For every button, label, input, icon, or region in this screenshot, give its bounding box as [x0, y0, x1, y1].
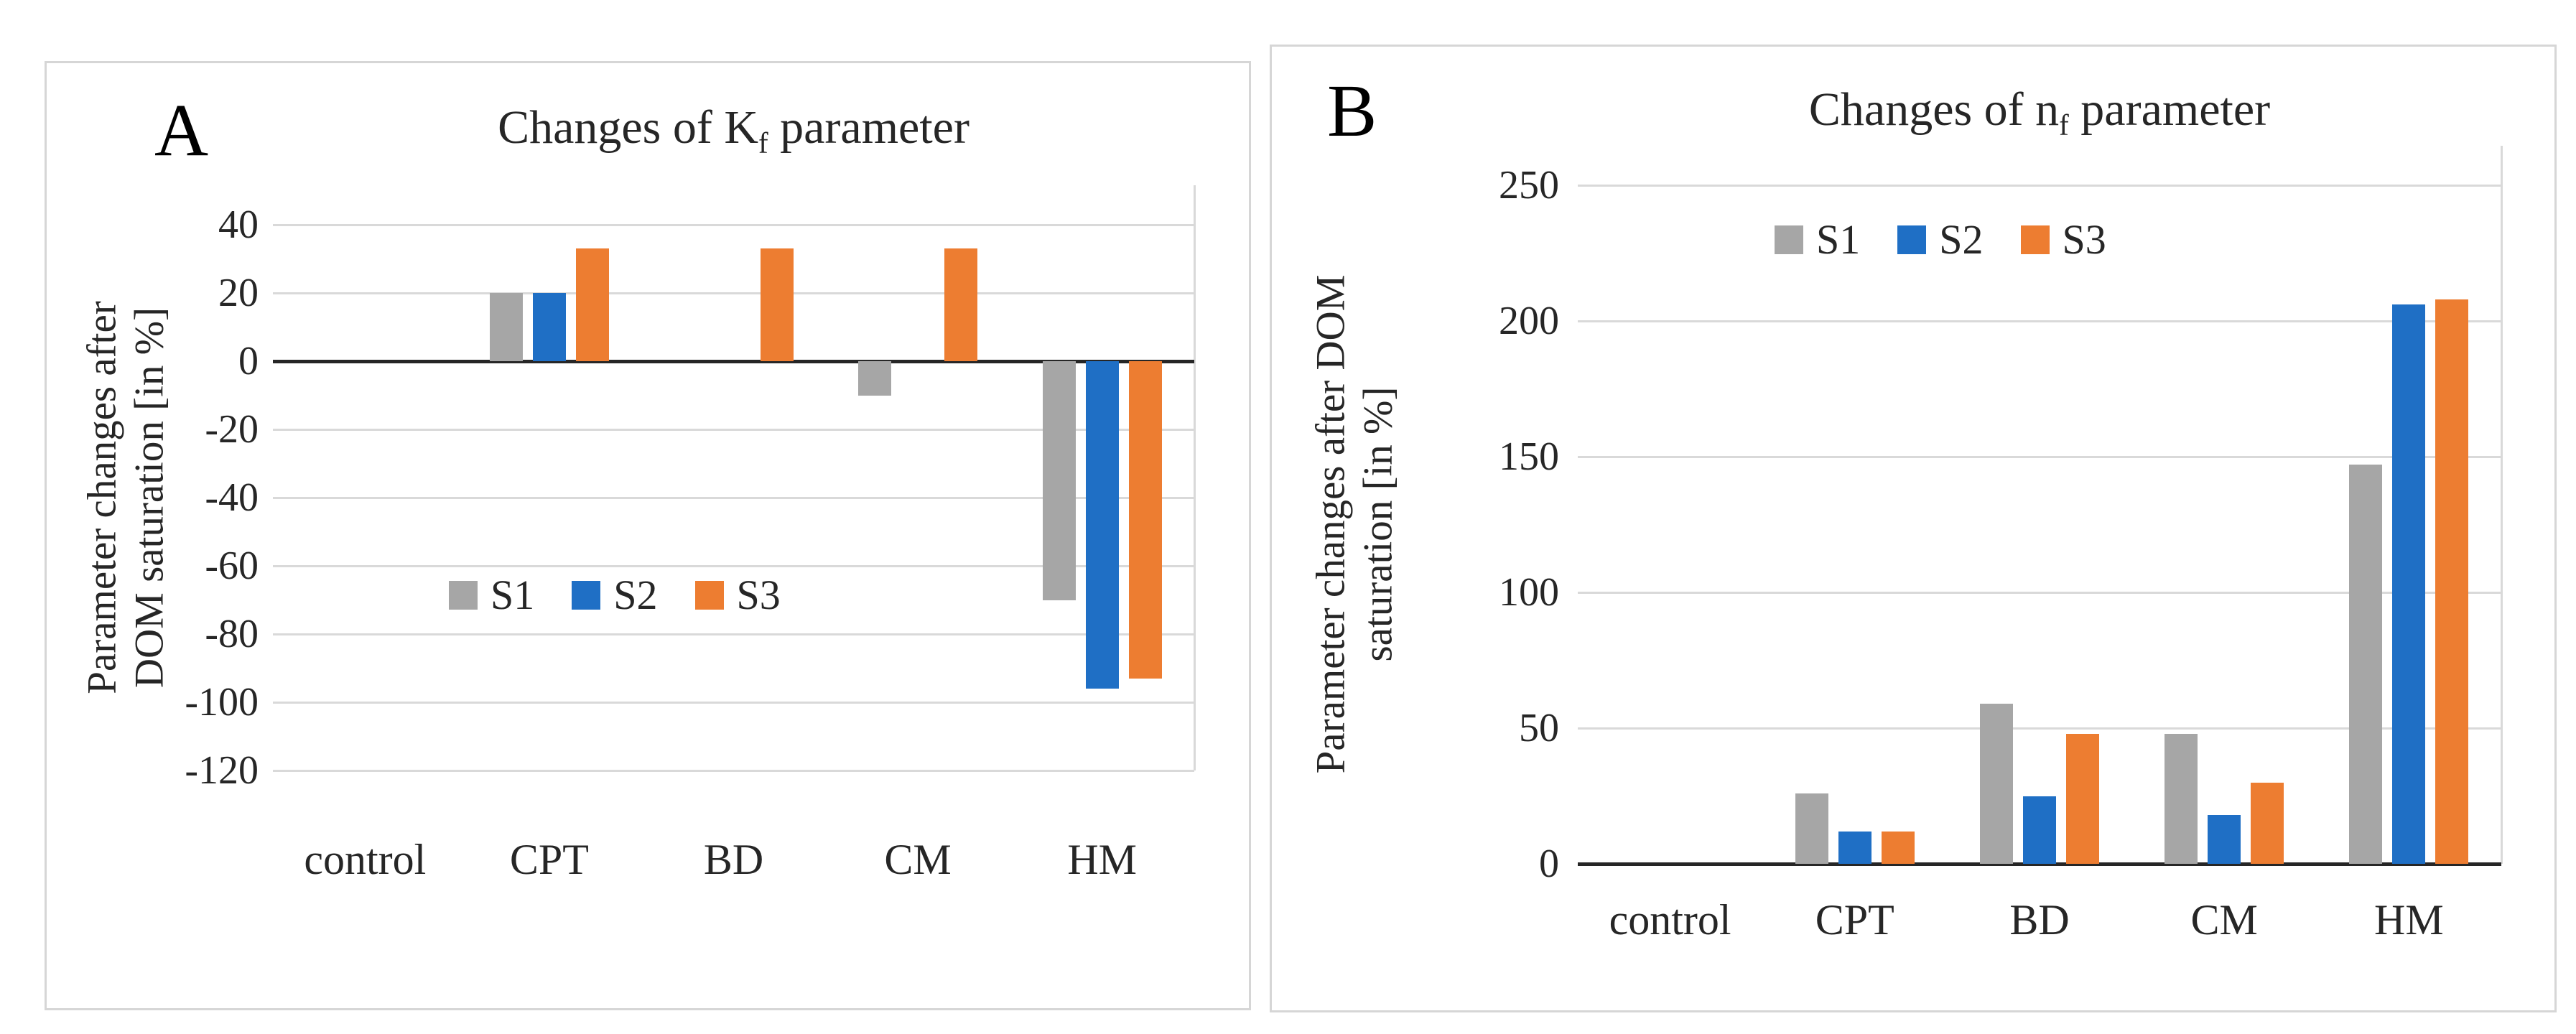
legend-swatch-S2 [572, 581, 601, 610]
bar-HM-S3 [1128, 361, 1162, 679]
y-tick-label--100: -100 [185, 680, 259, 725]
x-axis-label-CM: CM [2190, 896, 2258, 944]
x-axis-label-CPT: CPT [1815, 896, 1894, 944]
x-axis-label-HM: HM [2374, 896, 2444, 944]
gridline-y-200 [1578, 320, 2501, 322]
bar-HM-S3 [2435, 299, 2469, 864]
chart-title-A: Changes of Kf parameter [273, 101, 1194, 160]
gridline-y--100 [273, 702, 1194, 704]
panel-B: B Changes of nf parameter Parameter chan… [1270, 45, 2557, 1012]
bar-HM-S1 [1042, 361, 1076, 600]
panel-A: A Changes of Kf parameter Parameter chan… [45, 61, 1251, 1010]
bar-CPT-S3 [575, 248, 609, 361]
y-tick-label-50: 50 [1519, 706, 1559, 750]
y-tick-label--80: -80 [205, 612, 259, 656]
y-tick-label-0: 0 [238, 339, 259, 383]
x-axis-zero-line [273, 360, 1194, 363]
gridline-y-20 [273, 292, 1194, 294]
gridline-y--60 [273, 565, 1194, 567]
gridline-y-100 [1578, 592, 2501, 594]
plot-area-B: 250 200 150 100 50 0 control CPT BD CM HM S1 S2 S3 [1272, 47, 2554, 1010]
x-axis-zero-line [1578, 862, 2501, 866]
legend-label-S3: S3 [736, 572, 781, 618]
chart-title-B-text: Changes of n [1808, 83, 2060, 136]
chart-title-A-text: Changes of K [498, 101, 758, 154]
x-axis-label-control: control [304, 836, 427, 883]
bar-BD-S3 [2066, 733, 2099, 864]
gridline-y-50 [1578, 727, 2501, 730]
bar-CM-S2 [2208, 814, 2241, 864]
gridline-y-40 [273, 224, 1194, 226]
chart-title-B-subscript: f [2059, 109, 2069, 142]
bar-HM-S2 [1085, 361, 1119, 689]
gridline-y--120 [273, 770, 1194, 772]
chart-title-A-suffix: parameter [768, 101, 970, 154]
bar-CM-S3 [2251, 782, 2284, 864]
panel-label-B: B [1327, 70, 1377, 152]
y-tick-label-40: 40 [218, 202, 259, 247]
legend-item-S1: S1 [1775, 219, 1860, 261]
legend: S1 S2 S3 [1775, 219, 2106, 261]
legend-label-S1: S1 [1816, 216, 1861, 263]
legend-swatch-S3 [694, 581, 724, 610]
y-tick-label--60: -60 [205, 544, 259, 588]
legend-item-S1: S1 [449, 574, 534, 616]
legend-swatch-S2 [1897, 225, 1927, 254]
x-axis-label-CM: CM [884, 836, 952, 883]
bar-CPT-S3 [1881, 831, 1915, 864]
gridline-y-150 [1578, 456, 2501, 458]
bar-HM-S2 [2392, 304, 2426, 864]
bar-BD-S1 [1980, 703, 2013, 864]
legend-swatch-S3 [2020, 225, 2050, 254]
panel-label-A: A [154, 89, 209, 172]
plot-right-border [2501, 146, 2503, 864]
legend-item-S3: S3 [694, 572, 781, 618]
x-axis-label-control: control [1609, 896, 1731, 944]
gridline-y-250 [1578, 185, 2501, 187]
legend-label-S2: S2 [1939, 216, 1984, 263]
x-axis-label-BD: BD [2009, 896, 2070, 944]
legend-swatch-S1 [1775, 225, 1803, 254]
legend-item-S2: S2 [1897, 216, 1984, 263]
chart-title-B: Changes of nf parameter [1578, 83, 2501, 142]
y-tick-label--40: -40 [205, 475, 259, 520]
bar-CPT-S2 [532, 293, 566, 361]
y-tick-label-250: 250 [1499, 163, 1559, 208]
bar-CM-S1 [858, 361, 892, 396]
x-axis-label-CPT: CPT [509, 836, 589, 883]
gridline-y--20 [273, 429, 1194, 431]
bar-CPT-S1 [1795, 793, 1828, 864]
bar-HM-S1 [2349, 465, 2383, 864]
legend-swatch-S1 [449, 581, 478, 610]
y-tick-label-200: 200 [1499, 299, 1559, 343]
y-tick-label--20: -20 [205, 407, 259, 452]
plot-area-A: 40 20 0 -20 -40 -60 -80 -100 -120 control CPT BD CM H… [47, 63, 1249, 1008]
bar-CPT-S1 [489, 293, 523, 361]
bar-CM-S1 [2165, 733, 2198, 864]
bar-BD-S2 [2023, 796, 2056, 864]
y-tick-label--120: -120 [185, 748, 259, 793]
gridline-y--80 [273, 633, 1194, 635]
bar-CPT-S2 [1838, 831, 1871, 864]
chart-title-A-subscript: f [758, 127, 768, 160]
y-tick-label-20: 20 [218, 271, 259, 315]
x-axis-label-HM: HM [1067, 836, 1138, 883]
legend: S1 S2 S3 [449, 574, 781, 616]
bar-CM-S3 [944, 248, 978, 361]
plot-right-border [1194, 185, 1196, 770]
bar-BD-S3 [760, 248, 794, 361]
y-tick-label-150: 150 [1499, 434, 1559, 479]
legend-label-S2: S2 [613, 572, 658, 618]
chart-title-B-suffix: parameter [2068, 83, 2271, 136]
legend-label-S3: S3 [2062, 216, 2106, 263]
gridline-y--40 [273, 497, 1194, 499]
legend-item-S3: S3 [2020, 216, 2106, 263]
y-tick-label-100: 100 [1499, 570, 1559, 615]
y-tick-label-0: 0 [1539, 842, 1559, 886]
legend-item-S2: S2 [572, 572, 658, 618]
x-axis-label-BD: BD [703, 836, 764, 883]
legend-label-S1: S1 [490, 572, 535, 618]
